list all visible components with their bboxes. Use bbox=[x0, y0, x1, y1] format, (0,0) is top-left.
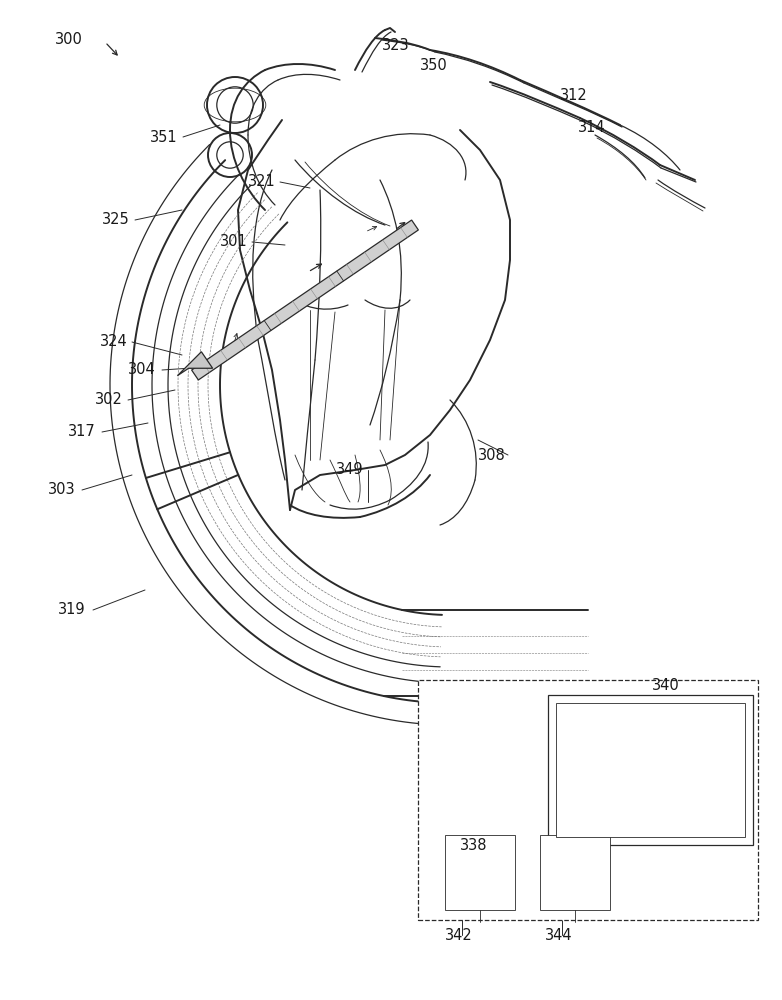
Text: 303: 303 bbox=[48, 483, 76, 497]
Text: 344: 344 bbox=[545, 928, 572, 942]
Text: 338: 338 bbox=[460, 838, 487, 852]
Text: 317: 317 bbox=[68, 424, 95, 440]
Text: 301: 301 bbox=[220, 234, 248, 249]
Bar bbox=[445, 835, 515, 910]
Polygon shape bbox=[192, 220, 418, 380]
Text: 302: 302 bbox=[95, 392, 123, 408]
Text: 324: 324 bbox=[100, 334, 127, 350]
Text: 323: 323 bbox=[382, 37, 410, 52]
Text: 304: 304 bbox=[128, 362, 156, 377]
Text: 319: 319 bbox=[58, 602, 85, 617]
Bar bbox=[556, 703, 745, 837]
Polygon shape bbox=[178, 352, 213, 376]
Text: 340: 340 bbox=[652, 678, 680, 692]
Text: 349: 349 bbox=[336, 462, 364, 478]
Text: 342: 342 bbox=[445, 928, 473, 942]
Text: 351: 351 bbox=[150, 129, 178, 144]
Bar bbox=[418, 680, 758, 920]
Text: 314: 314 bbox=[578, 120, 605, 135]
Text: 308: 308 bbox=[478, 448, 506, 462]
Text: 312: 312 bbox=[560, 88, 588, 103]
Text: 321: 321 bbox=[248, 174, 276, 190]
Text: 300: 300 bbox=[55, 32, 83, 47]
Text: 350: 350 bbox=[420, 57, 448, 73]
Text: 325: 325 bbox=[102, 213, 130, 228]
Bar bbox=[540, 835, 610, 910]
Bar bbox=[548, 695, 753, 845]
